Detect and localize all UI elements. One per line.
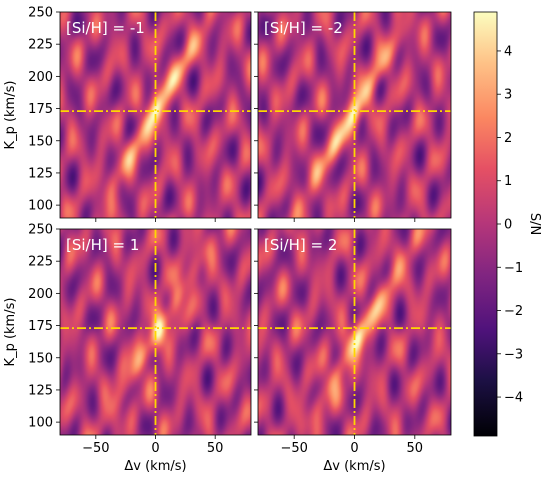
y-axis-label-top: K_p (km/s)	[3, 81, 18, 150]
y-tick-label: 150	[28, 134, 53, 149]
panel-label-top-left: [Si/H] = -1	[66, 19, 145, 37]
y-axis-label-bottom: K_p (km/s)	[3, 298, 18, 367]
colorbar-tick-label: 1	[504, 174, 512, 189]
y-tick-label: 100	[28, 416, 53, 431]
y-tick-label: 250	[28, 6, 53, 21]
y-tick-label: 175	[28, 319, 53, 334]
colorbar-tick-label: −3	[504, 347, 523, 362]
colorbar-tick-label: −2	[504, 304, 523, 319]
y-tick-label: 225	[28, 255, 53, 270]
y-tick-label: 200	[28, 287, 53, 302]
x-tick-label: −50	[82, 441, 109, 456]
colorbar-tick-label: 0	[504, 218, 512, 233]
y-tick-label: 100	[28, 199, 53, 214]
colorbar	[473, 11, 498, 437]
colorbar-tick-label: 4	[504, 44, 512, 59]
colorbar-tick-label: −4	[504, 391, 523, 406]
x-axis-label-left: Δv (km/s)	[124, 459, 186, 474]
y-tick-label: 125	[28, 383, 53, 398]
x-tick-label: 50	[407, 441, 424, 456]
colorbar-tick-label: −1	[504, 261, 523, 276]
x-tick-label: 50	[207, 441, 224, 456]
panel-label-top-right: [Si/H] = -2	[264, 19, 343, 37]
x-axis-label-right: Δv (km/s)	[323, 459, 385, 474]
panel-label-bottom-left: [Si/H] = 1	[66, 236, 139, 254]
colorbar-label: S/N	[527, 213, 542, 235]
x-tick-label: 0	[151, 441, 159, 456]
colorbar-ticks: −4 −3 −2 −1 0 1 2 3 4	[497, 44, 523, 406]
y-tick-label: 150	[28, 351, 53, 366]
colorbar-tick-label: 2	[504, 131, 512, 146]
x-tick-label: 0	[350, 441, 358, 456]
y-tick-label: 175	[28, 102, 53, 117]
y-tick-label: 125	[28, 166, 53, 181]
x-tick-label: −50	[280, 441, 307, 456]
colorbar-tick-label: 3	[504, 88, 512, 103]
y-tick-label: 250	[28, 223, 53, 238]
y-tick-label: 200	[28, 70, 53, 85]
panel-label-bottom-right: [Si/H] = 2	[264, 236, 337, 254]
overlay-layer: 100 125 150 175 200 225 250 −50 0 50 100 125 150 175 2…	[28, 6, 452, 456]
y-tick-label: 225	[28, 38, 53, 53]
